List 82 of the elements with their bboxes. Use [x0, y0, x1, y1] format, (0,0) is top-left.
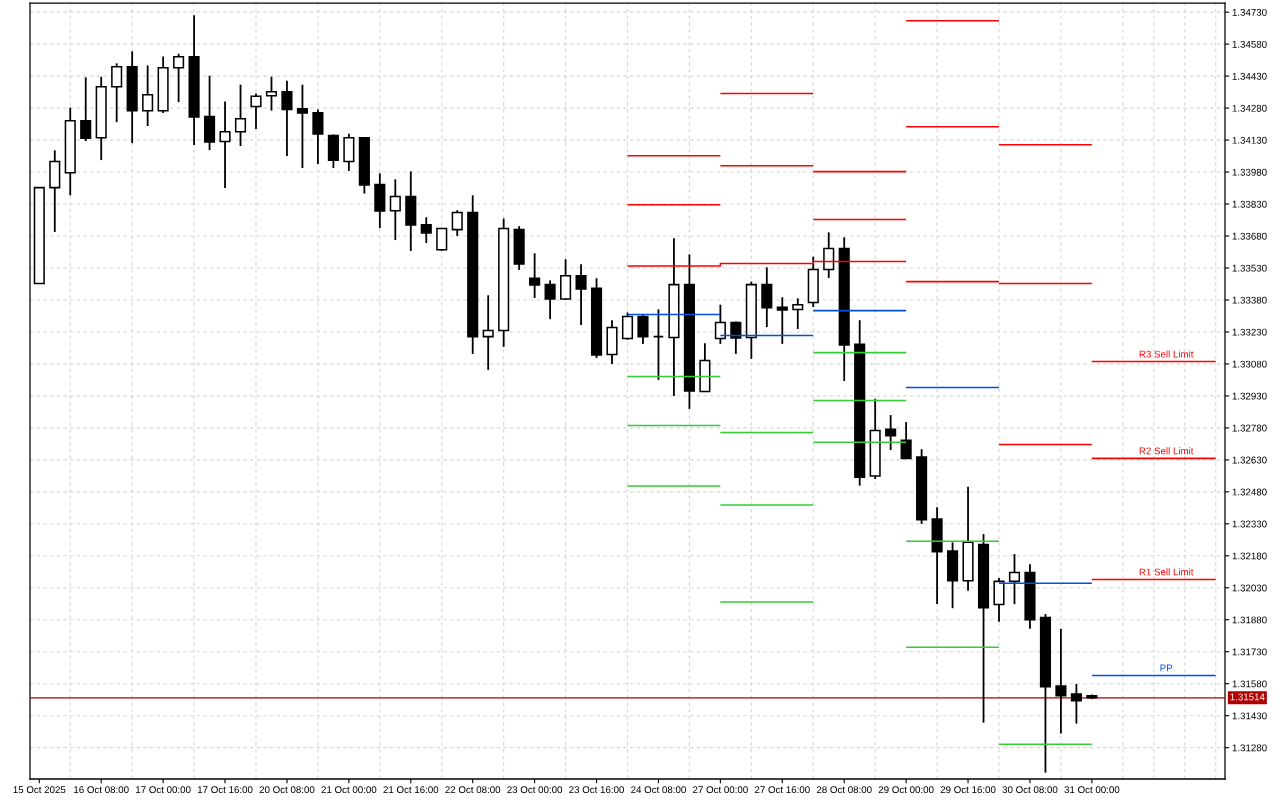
candlestick — [265, 75, 278, 112]
candlestick — [1055, 627, 1067, 735]
candlestick — [544, 279, 556, 321]
candlestick — [560, 258, 572, 301]
candlestick — [111, 62, 123, 124]
candlestick — [451, 209, 463, 237]
x-tick-label: 29 Oct 16:00 — [940, 786, 996, 794]
y-tick-label: 1.33980 — [1232, 168, 1267, 176]
y-tick-label: 1.34280 — [1232, 104, 1267, 112]
y-tick-label: 1.33080 — [1232, 360, 1267, 368]
x-tick-label: 16 Oct 08:00 — [74, 786, 129, 794]
candlestick — [420, 216, 432, 244]
y-tick-label: 1.31580 — [1232, 680, 1267, 688]
candlestick — [714, 303, 726, 345]
y-tick-label: 1.33530 — [1232, 264, 1267, 272]
x-tick-label: 20 Oct 08:00 — [259, 786, 315, 794]
x-tick-label: 31 Oct 00:00 — [1064, 786, 1120, 794]
candlestick — [776, 296, 788, 345]
candlestick — [296, 83, 308, 169]
x-tick-label: 24 Oct 08:00 — [631, 786, 686, 794]
x-tick-label: 27 Oct 00:00 — [693, 786, 748, 794]
candlestick — [1008, 553, 1021, 606]
y-tick-label: 1.34580 — [1232, 40, 1267, 48]
x-tick-label: 27 Oct 16:00 — [754, 786, 810, 794]
x-tick-label: 30 Oct 08:00 — [1002, 786, 1058, 794]
candlestick — [637, 313, 649, 345]
x-tick-label: 29 Oct 00:00 — [878, 786, 934, 794]
candlestick — [173, 52, 185, 104]
y-tick-label: 1.34730 — [1232, 8, 1267, 16]
y-tick-label: 1.32930 — [1232, 392, 1267, 400]
y-tick-label: 1.33680 — [1232, 232, 1267, 240]
candlestick — [761, 266, 773, 328]
y-tick-label: 1.33380 — [1232, 296, 1267, 304]
y-tick-label: 1.32630 — [1232, 456, 1267, 464]
y-tick-label: 1.34430 — [1232, 72, 1267, 80]
x-tick-label: 23 Oct 16:00 — [569, 786, 624, 794]
x-tick-label: 15 Oct 2025 — [13, 786, 66, 794]
candlestick — [885, 414, 897, 451]
candlestick — [80, 76, 92, 143]
candlestick — [482, 294, 494, 371]
candlestick — [389, 178, 401, 241]
x-tick-label: 23 Oct 00:00 — [507, 786, 563, 794]
y-tick-label: 1.32480 — [1232, 488, 1267, 496]
x-tick-label: 21 Oct 00:00 — [321, 786, 377, 794]
y-tick-label: 1.33230 — [1232, 328, 1267, 336]
x-tick-label: 21 Oct 16:00 — [383, 786, 439, 794]
y-tick-label: 1.34130 — [1232, 136, 1267, 144]
series-label: R3 Sell Limit — [1139, 350, 1194, 358]
y-tick-label: 1.31880 — [1232, 616, 1267, 624]
ref-line-label: 1.31514 — [1230, 693, 1265, 701]
candlestick — [343, 132, 355, 172]
y-tick-label: 1.32030 — [1232, 584, 1267, 592]
y-tick-label: 1.33830 — [1232, 200, 1267, 208]
candlestick — [1070, 683, 1082, 725]
candlestick — [993, 577, 1005, 623]
candlestick — [730, 320, 742, 355]
y-tick-label: 1.32780 — [1232, 424, 1267, 432]
x-tick-label: 22 Oct 08:00 — [445, 786, 501, 794]
candlestick — [234, 83, 247, 147]
y-tick-label: 1.32330 — [1232, 520, 1267, 528]
x-tick-label: 17 Oct 16:00 — [197, 786, 253, 794]
candlestick — [900, 421, 912, 460]
series-label: R1 Sell Limit — [1139, 568, 1194, 576]
y-tick-label: 1.31430 — [1232, 712, 1267, 720]
candlestick — [312, 108, 324, 165]
candlestick — [652, 308, 665, 381]
x-tick-label: 17 Oct 00:00 — [136, 786, 191, 794]
candlestick — [250, 92, 262, 130]
y-tick-label: 1.31730 — [1232, 648, 1267, 656]
candlestick — [621, 311, 634, 341]
candlestick — [575, 263, 587, 326]
x-tick-label: 28 Oct 08:00 — [816, 786, 872, 794]
candlestick — [219, 100, 231, 189]
series-label: R2 Sell Limit — [1139, 447, 1194, 455]
candlestick — [529, 252, 541, 299]
candlestick — [142, 64, 154, 127]
candlestick — [792, 297, 804, 330]
series-label: PP — [1160, 664, 1173, 672]
y-tick-label: 1.32180 — [1232, 552, 1267, 560]
candlestick — [281, 79, 293, 157]
y-tick-label: 1.31280 — [1232, 744, 1267, 752]
candlestick — [823, 231, 835, 279]
